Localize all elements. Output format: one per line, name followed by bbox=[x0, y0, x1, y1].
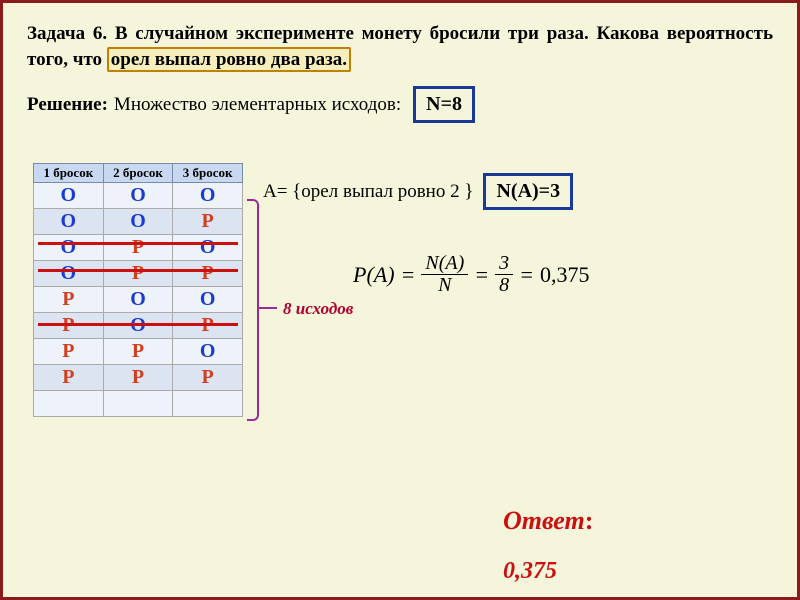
eq1: = bbox=[401, 262, 416, 288]
event-text: A= {орел выпал ровно 2 } bbox=[263, 181, 473, 203]
formula-result: 0,375 bbox=[540, 262, 590, 288]
answer-label: Ответ: bbox=[503, 506, 593, 536]
table-cell: О bbox=[173, 183, 243, 209]
table-cell: О bbox=[103, 287, 173, 313]
table-cell: Р bbox=[173, 261, 243, 287]
table-row: ОРР bbox=[34, 261, 243, 287]
table-cell: Р bbox=[103, 261, 173, 287]
outcomes-table: 1 бросок 2 бросок 3 бросок ОООООРОРООРРР… bbox=[33, 163, 243, 417]
table-cell: Р bbox=[173, 365, 243, 391]
bracket-tick bbox=[259, 307, 277, 309]
table-row: ООО bbox=[34, 183, 243, 209]
answer-value: 0,375 bbox=[503, 558, 557, 585]
problem-statement: Задача 6. В случайном эксперименте монет… bbox=[27, 21, 773, 72]
table-cell: Р bbox=[34, 287, 104, 313]
table-row: РОО bbox=[34, 287, 243, 313]
solution-text: Множество элементарных исходов: bbox=[114, 94, 401, 116]
table-cell: О bbox=[173, 235, 243, 261]
strike-line bbox=[38, 323, 238, 326]
table-cell: Р bbox=[103, 339, 173, 365]
table-row: ОРО bbox=[34, 235, 243, 261]
strike-line bbox=[38, 242, 238, 245]
frac2: 3 8 bbox=[495, 253, 513, 296]
table-cell: О bbox=[103, 183, 173, 209]
table-cell: Р bbox=[34, 339, 104, 365]
highlighted-phrase: орел выпал ровно два раза. bbox=[107, 47, 351, 72]
table-cell: О bbox=[173, 287, 243, 313]
table-cell: Р bbox=[103, 235, 173, 261]
col-header-3: 3 бросок bbox=[173, 164, 243, 183]
table-row bbox=[34, 391, 243, 417]
table-row: РРО bbox=[34, 339, 243, 365]
table-cell: О bbox=[103, 209, 173, 235]
bracket-icon bbox=[247, 199, 259, 421]
table-cell: О bbox=[34, 209, 104, 235]
n-box: N=8 bbox=[413, 86, 475, 123]
table-row: РРР bbox=[34, 365, 243, 391]
frac1-den: N bbox=[434, 275, 455, 296]
solution-line: Решение: Множество элементарных исходов:… bbox=[27, 86, 773, 123]
formula: P(A) = N(A) N = 3 8 = 0,375 bbox=[353, 253, 590, 296]
answer-word: Ответ bbox=[503, 506, 585, 535]
col-header-2: 2 бросок bbox=[103, 164, 173, 183]
answer-colon: : bbox=[585, 506, 594, 535]
frac2-num: 3 bbox=[495, 253, 513, 275]
outcomes-table-wrap: 1 бросок 2 бросок 3 бросок ОООООРОРООРРР… bbox=[33, 163, 243, 417]
formula-lhs: P(A) bbox=[353, 262, 395, 288]
table-cell bbox=[34, 391, 104, 417]
table-cell: О bbox=[34, 261, 104, 287]
table-row: ООР bbox=[34, 209, 243, 235]
table-cell: О bbox=[34, 183, 104, 209]
table-cell bbox=[173, 391, 243, 417]
table-cell: Р bbox=[103, 365, 173, 391]
event-line: A= {орел выпал ровно 2 } N(A)=3 bbox=[263, 173, 573, 210]
solution-label: Решение: bbox=[27, 94, 108, 116]
slide-container: Задача 6. В случайном эксперименте монет… bbox=[0, 0, 800, 600]
frac1-num: N(A) bbox=[421, 253, 468, 275]
table-cell bbox=[103, 391, 173, 417]
table-cell: Р bbox=[34, 365, 104, 391]
frac1: N(A) N bbox=[421, 253, 468, 296]
strike-line bbox=[38, 269, 238, 272]
table-header-row: 1 бросок 2 бросок 3 бросок bbox=[34, 164, 243, 183]
col-header-1: 1 бросок bbox=[34, 164, 104, 183]
frac2-den: 8 bbox=[495, 275, 513, 296]
eq3: = bbox=[519, 262, 534, 288]
eq2: = bbox=[474, 262, 489, 288]
table-cell: Р bbox=[173, 209, 243, 235]
na-box: N(A)=3 bbox=[483, 173, 573, 210]
bracket-label: 8 исходов bbox=[283, 299, 353, 319]
table-cell: О bbox=[173, 339, 243, 365]
table-cell: О bbox=[34, 235, 104, 261]
